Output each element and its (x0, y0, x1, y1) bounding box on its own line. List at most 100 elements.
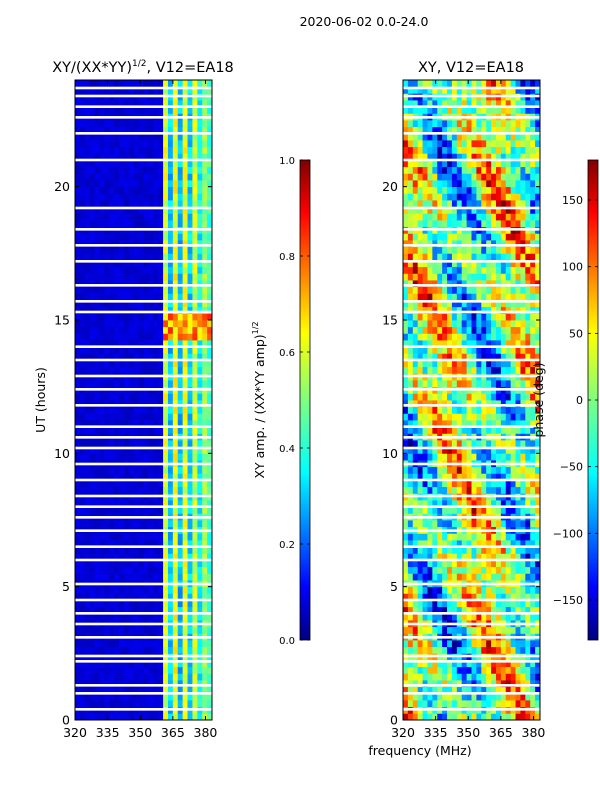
heatmap-cell (500, 366, 507, 374)
heatmap-cell (138, 233, 144, 241)
heatmap-cell (167, 140, 174, 148)
heatmap-cell (495, 340, 502, 348)
heatmap-cell (133, 140, 139, 148)
heatmap-cell (412, 626, 419, 634)
heatmap-cell (412, 300, 419, 308)
heatmap-cell (471, 300, 477, 308)
heatmap-cell (114, 120, 120, 128)
heatmap-cell (456, 273, 463, 281)
heatmap-cell (128, 180, 135, 188)
heatmap-cell (412, 326, 419, 334)
flagged-row (75, 105, 212, 108)
heatmap-cell (491, 193, 497, 201)
heatmap-cell (407, 686, 414, 694)
heatmap-cell (422, 440, 428, 448)
heatmap-cell (128, 360, 135, 368)
heatmap-cell (447, 480, 453, 488)
heatmap-cell (148, 673, 154, 681)
heatmap-cell (148, 246, 154, 254)
heatmap-cell (104, 180, 110, 188)
heatmap-cell (407, 680, 414, 688)
heatmap-cell (153, 106, 159, 114)
heatmap-cell (476, 500, 482, 508)
heatmap-cell (486, 593, 492, 601)
heatmap-cell (456, 193, 463, 201)
heatmap-cell (167, 560, 174, 568)
heatmap-cell (158, 300, 164, 308)
heatmap-cell (89, 340, 95, 348)
heatmap-cell (202, 440, 208, 448)
heatmap-cell (407, 333, 414, 341)
heatmap-cell (471, 333, 477, 341)
heatmap-cell (172, 326, 179, 334)
heatmap-cell (109, 333, 115, 341)
heatmap-cell (486, 600, 492, 608)
heatmap-cell (437, 606, 443, 614)
heatmap-cell (432, 686, 438, 694)
heatmap-cell (505, 286, 512, 294)
heatmap-cell (123, 626, 130, 634)
heatmap-cell (192, 333, 198, 341)
heatmap-cell (158, 320, 164, 328)
heatmap-cell (432, 426, 438, 434)
heatmap-cell (94, 440, 100, 448)
heatmap-cell (104, 240, 110, 248)
heatmap-cell (403, 360, 409, 368)
heatmap-cell (114, 393, 120, 401)
heatmap-cell (89, 553, 95, 561)
heatmap-cell (476, 453, 482, 461)
heatmap-cell (163, 566, 169, 574)
heatmap-cell (128, 613, 135, 621)
heatmap-cell (471, 393, 477, 401)
heatmap-cell (187, 260, 193, 268)
heatmap-cell (109, 626, 115, 634)
heatmap-cell (495, 533, 502, 541)
heatmap-cell (177, 193, 184, 201)
heatmap-cell (143, 506, 149, 514)
heatmap-cell (187, 586, 193, 594)
heatmap-cell (207, 273, 212, 281)
heatmap-cell (422, 240, 428, 248)
heatmap-cell (177, 473, 184, 481)
heatmap-cell (530, 506, 536, 514)
heatmap-cell (182, 146, 188, 154)
heatmap-cell (182, 626, 188, 634)
heatmap-cell (128, 453, 135, 461)
heatmap-cell (491, 486, 497, 494)
heatmap-cell (128, 473, 135, 481)
heatmap-cell (163, 173, 169, 181)
heatmap-cell (451, 640, 458, 648)
heatmap-cell (109, 173, 115, 181)
heatmap-cell (79, 426, 86, 434)
heatmap-cell (442, 546, 448, 554)
heatmap-cell (94, 426, 100, 434)
heatmap-cell (461, 540, 467, 548)
heatmap-cell (158, 666, 164, 674)
heatmap-cell (182, 586, 188, 594)
heatmap-cell (515, 666, 521, 674)
heatmap-cell (109, 506, 115, 514)
heatmap-cell (133, 406, 139, 414)
heatmap-cell (75, 320, 81, 328)
heatmap-cell (99, 413, 105, 421)
heatmap-cell (461, 560, 467, 568)
heatmap-cell (138, 360, 144, 368)
heatmap-cell (456, 640, 463, 648)
heatmap-cell (89, 160, 95, 168)
heatmap-cell (138, 686, 144, 694)
heatmap-cell (114, 426, 120, 434)
heatmap-cell (417, 220, 423, 228)
heatmap-cell (163, 700, 169, 708)
heatmap-cell (79, 413, 86, 421)
heatmap-cell (442, 306, 448, 314)
heatmap-cell (466, 693, 472, 701)
heatmap-cell (520, 540, 526, 548)
heatmap-cell (133, 553, 139, 561)
heatmap-cell (202, 393, 208, 401)
heatmap-cell (84, 553, 91, 561)
heatmap-cell (466, 426, 472, 434)
heatmap-cell (471, 446, 477, 454)
heatmap-cell (177, 666, 184, 674)
heatmap-cell (94, 573, 100, 581)
heatmap-cell (167, 200, 174, 208)
